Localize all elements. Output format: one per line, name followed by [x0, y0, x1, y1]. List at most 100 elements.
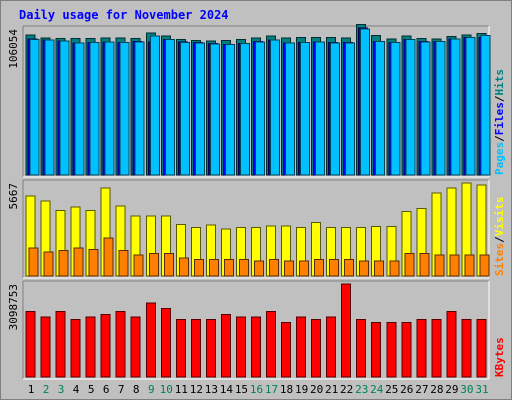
kbytes-bar-kbytes-day-14	[220, 313, 231, 378]
hits-bar-pages-day-26	[405, 38, 416, 176]
day-label-19: 19	[295, 383, 308, 396]
visits-legend: Sites/Visits	[493, 197, 506, 277]
kbytes-bar-kbytes-day-1	[25, 310, 36, 378]
day-label-8: 8	[133, 383, 140, 396]
day-label-1: 1	[28, 383, 35, 396]
kbytes-bar-kbytes-day-19	[296, 316, 307, 378]
day-label-24: 24	[370, 383, 384, 396]
kbytes-bar-kbytes-day-22	[341, 283, 352, 378]
hits-bar-pages-day-20	[315, 41, 326, 176]
kbytes-bar-kbytes-day-20	[311, 319, 322, 378]
day-label-3: 3	[58, 383, 65, 396]
day-label-22: 22	[340, 383, 353, 396]
day-label-18: 18	[280, 383, 293, 396]
kbytes-max-label: 3098753	[7, 284, 20, 330]
hits-bar-pages-day-22	[345, 42, 356, 176]
visits-bar-sites-day-27	[419, 253, 430, 277]
legend-separator: /	[493, 95, 506, 102]
kbytes-bar-kbytes-day-24	[371, 322, 382, 378]
hits-bar-pages-day-31	[480, 34, 491, 176]
kbytes-bar-kbytes-day-25	[386, 322, 397, 378]
visits-bar-sites-day-25	[389, 260, 400, 277]
visits-bar-sites-day-12	[193, 259, 204, 277]
hits-bar-pages-day-29	[450, 38, 461, 176]
kbytes-bar-kbytes-day-3	[55, 310, 66, 378]
kbytes-bar-kbytes-day-26	[401, 322, 412, 378]
day-label-2: 2	[43, 383, 50, 396]
day-label-26: 26	[400, 383, 413, 396]
panel-kbytes: 3098753 KBytes	[7, 280, 506, 380]
kbytes-bar-kbytes-day-17	[266, 310, 277, 378]
day-label-14: 14	[220, 383, 234, 396]
kbytes-bar-kbytes-day-15	[235, 316, 246, 378]
visits-bar-sites-day-20	[314, 259, 325, 277]
hits-bar-pages-day-24	[375, 41, 386, 176]
hits-bar-pages-day-9	[149, 35, 160, 176]
day-label-16: 16	[250, 383, 263, 396]
kbytes-bar-kbytes-day-7	[115, 310, 126, 378]
hits-bar-pages-day-1	[29, 38, 40, 176]
hits-bar-pages-day-12	[194, 42, 205, 176]
chart-panels: 106054Pages/Files/Hits5667Sites/Visits30…	[7, 23, 506, 380]
day-label-31: 31	[475, 383, 488, 396]
hits-bar-pages-day-28	[435, 41, 446, 176]
day-label-13: 13	[205, 383, 218, 396]
visits-bar-sites-day-15	[238, 259, 249, 277]
visits-bar-sites-day-8	[133, 254, 144, 277]
visits-bar-sites-day-18	[284, 260, 295, 277]
hits-bar-pages-day-2	[44, 39, 55, 176]
visits-bar-sites-day-21	[329, 259, 340, 277]
kbytes-bar-kbytes-day-23	[356, 319, 367, 378]
visits-bar-sites-day-17	[269, 259, 280, 277]
kbytes-bar-kbytes-day-8	[130, 316, 141, 378]
hits-bar-pages-day-19	[300, 41, 311, 176]
chart-title: Daily usage for November 2024	[19, 8, 229, 22]
hits-bar-pages-day-10	[164, 39, 175, 176]
kbytes-bar-kbytes-day-30	[461, 319, 472, 378]
visits-bar-sites-day-2	[43, 251, 54, 277]
kbytes-bar-kbytes-day-6	[100, 313, 111, 378]
legend-item-visits: Visits	[493, 197, 506, 237]
day-label-21: 21	[325, 383, 338, 396]
hits-bar-pages-day-11	[179, 41, 190, 176]
legend-item-sites: Sites	[493, 243, 506, 276]
visits-max-label: 5667	[7, 183, 20, 210]
hits-bar-pages-day-7	[119, 42, 130, 176]
kbytes-bar-kbytes-day-10	[160, 308, 171, 378]
visits-bar-sites-day-19	[299, 260, 310, 277]
day-label-10: 10	[160, 383, 173, 396]
day-label-17: 17	[265, 383, 278, 396]
hits-bar-pages-day-4	[74, 42, 85, 176]
kbytes-bar-kbytes-day-21	[326, 316, 337, 378]
hits-bar-pages-day-30	[465, 37, 476, 176]
hits-legend: Pages/Files/Hits	[493, 69, 506, 175]
day-label-20: 20	[310, 383, 323, 396]
kbytes-bar-kbytes-day-2	[40, 316, 51, 378]
kbytes-bar-kbytes-day-29	[446, 310, 457, 378]
day-label-4: 4	[73, 383, 80, 396]
panel-visits: 5667 Sites/Visits	[7, 179, 506, 279]
hits-bar-pages-day-27	[420, 41, 431, 176]
visits-bar-sites-day-6	[103, 237, 114, 277]
legend-item-pages: Pages	[493, 142, 506, 175]
day-label-7: 7	[118, 383, 125, 396]
visits-bar-sites-day-14	[223, 259, 234, 277]
kbytes-bar-kbytes-day-5	[85, 316, 96, 378]
visits-bar-sites-day-26	[404, 253, 415, 277]
hits-bar-pages-day-14	[224, 44, 235, 176]
visits-bar-sites-day-30	[464, 254, 475, 277]
day-label-25: 25	[385, 383, 398, 396]
kbytes-bar-kbytes-day-13	[205, 319, 216, 378]
kbytes-bar-kbytes-day-11	[175, 319, 186, 378]
hits-bar-pages-day-25	[390, 42, 401, 176]
hits-bar-pages-day-5	[89, 42, 100, 176]
visits-bar-sites-day-1	[28, 247, 39, 277]
visits-bar-sites-day-16	[253, 260, 264, 277]
visits-bar-sites-day-22	[344, 259, 355, 277]
visits-bar-sites-day-31	[479, 254, 490, 277]
day-label-29: 29	[445, 383, 458, 396]
legend-item-kbytes: KBytes	[493, 337, 506, 377]
visits-bar-sites-day-7	[118, 250, 129, 277]
visits-bar-sites-day-5	[88, 248, 99, 277]
